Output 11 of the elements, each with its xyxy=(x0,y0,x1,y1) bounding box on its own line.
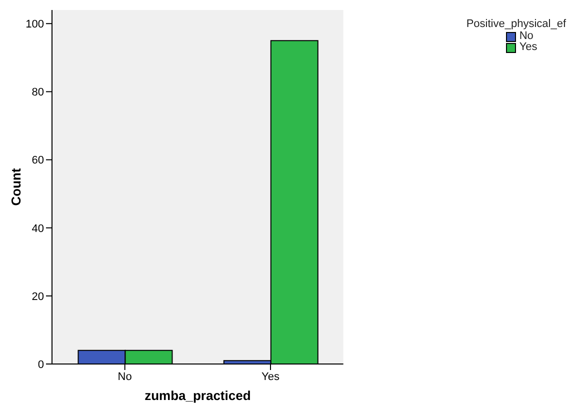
y-tick-label: 40 xyxy=(32,222,44,235)
legend-title: Positive_physical_ef xyxy=(466,18,566,30)
legend-label: No xyxy=(518,30,534,42)
y-axis-title: Count xyxy=(8,168,24,206)
legend-label: Yes xyxy=(518,41,538,53)
y-tick-label: 20 xyxy=(32,290,44,303)
y-tick-label: 60 xyxy=(32,154,44,167)
y-tick-label: 100 xyxy=(26,18,44,31)
y-tick-label: 80 xyxy=(32,86,44,99)
x-axis-title: zumba_practiced xyxy=(144,388,251,403)
y-tick-label: 0 xyxy=(38,358,44,371)
